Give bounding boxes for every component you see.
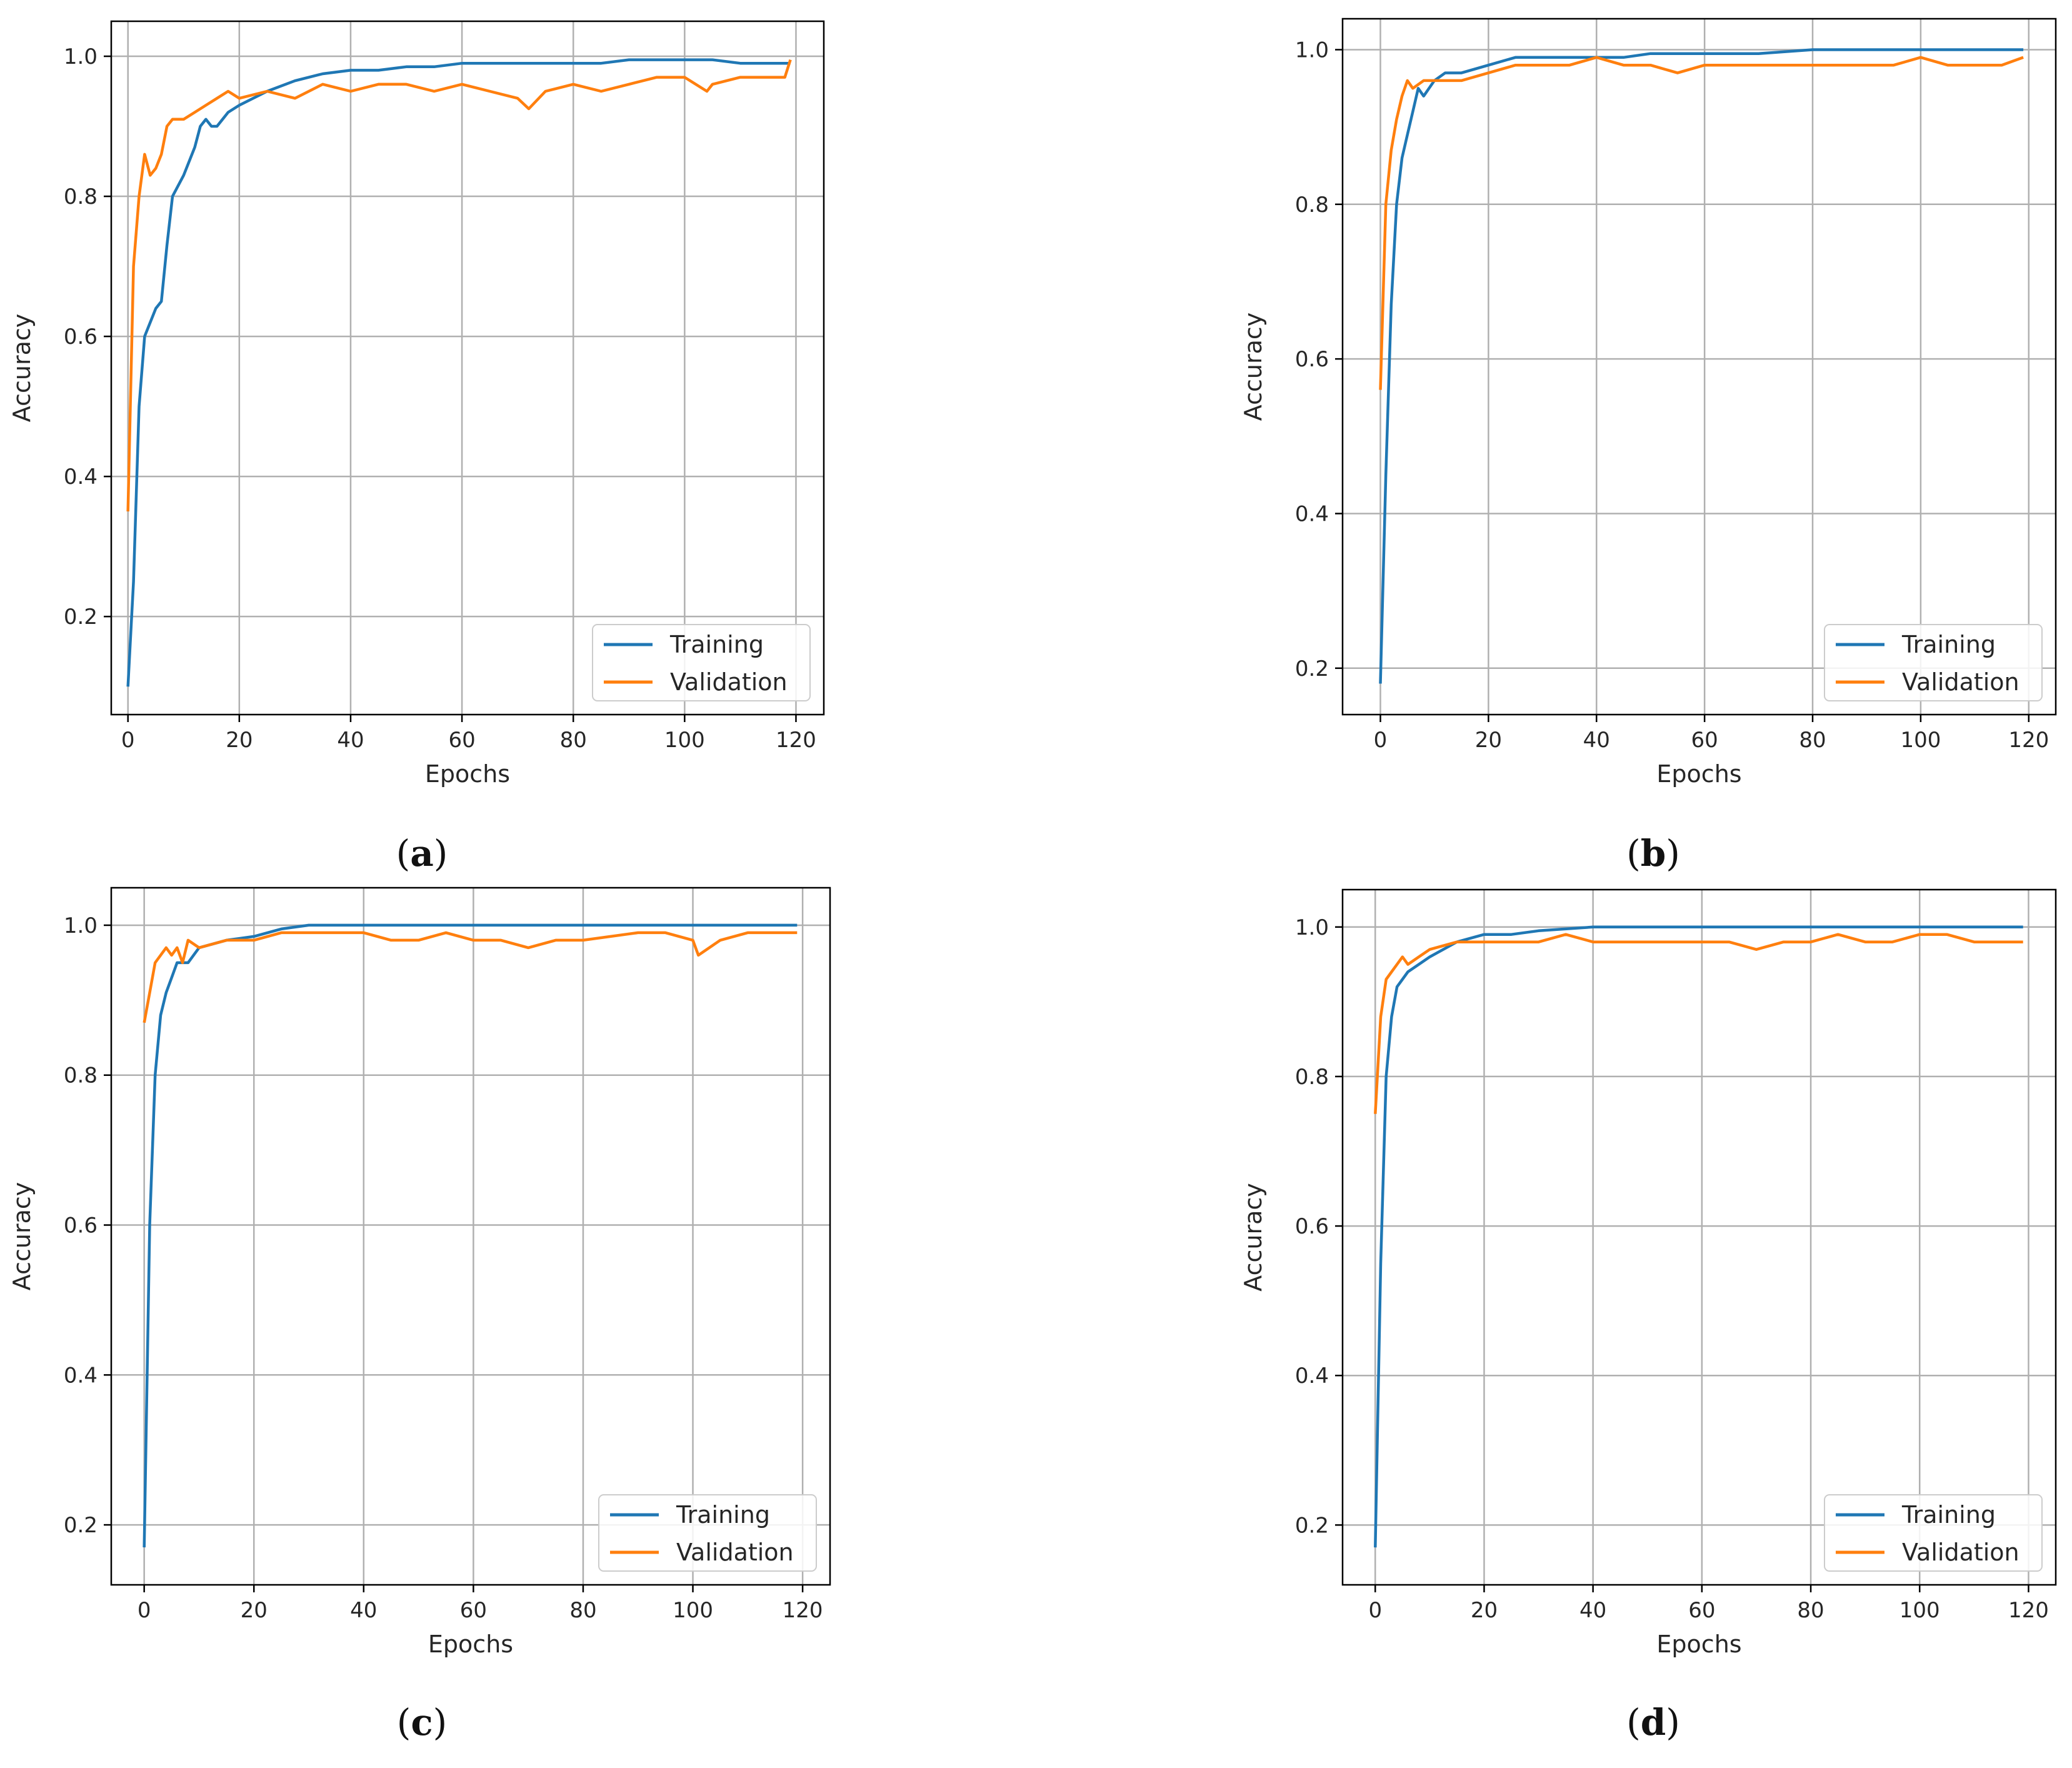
- legend-label-training: Training: [1901, 631, 1996, 658]
- x-tick-label: 0: [121, 728, 135, 753]
- x-axis-label: Epochs: [1656, 760, 1741, 788]
- plot-frame: [110, 20, 825, 716]
- panel-caption: (b): [1626, 832, 1680, 875]
- y-tick-label: 0.6: [64, 1213, 98, 1238]
- x-tick-label: 100: [673, 1598, 713, 1623]
- legend: Training Validation: [1824, 624, 2043, 701]
- legend-label-validation: Validation: [670, 668, 788, 696]
- legend-label-validation: Validation: [676, 1539, 794, 1566]
- y-tick-label: 0.6: [64, 324, 98, 349]
- y-tick-label: 0.4: [64, 465, 98, 490]
- y-tick-label: 1.0: [1295, 915, 1329, 940]
- series-line-validation: [126, 59, 792, 512]
- chart-panel-c: 0 20 40 60 80 100 120 0.2 0.4 0.6 0.8 1.0 Epochs Accu…: [8, 887, 831, 1744]
- x-tick-label: 60: [1691, 728, 1718, 753]
- x-tick-label: 0: [1368, 1598, 1382, 1623]
- y-tick-label: 1.0: [64, 913, 98, 938]
- x-tick-label: 20: [1475, 728, 1502, 753]
- panel-caption: (c): [397, 1701, 448, 1744]
- panel-caption: (d): [1626, 1701, 1680, 1744]
- y-tick-label: 0.4: [1295, 501, 1329, 526]
- y-axis-label: Accuracy: [8, 1182, 36, 1291]
- x-axis-label: Epochs: [428, 1630, 513, 1658]
- legend: Training Validation: [598, 1494, 817, 1572]
- series-line-validation: [1379, 56, 2024, 390]
- legend-label-training: Training: [669, 631, 764, 658]
- legend-label-validation: Validation: [1902, 668, 2019, 696]
- series-line-training: [143, 923, 798, 1548]
- y-axis-label: Accuracy: [1239, 313, 1267, 421]
- x-tick-label: 60: [448, 728, 475, 753]
- legend: Training Validation: [592, 624, 811, 701]
- y-tick-label: 0.8: [64, 1063, 98, 1088]
- chart-panel-a: 0 20 40 60 80 100 120 0.2 0.4 0.6 0.8 1.0 Epochs Accu…: [8, 20, 825, 875]
- series-line-validation: [1374, 933, 2023, 1114]
- chart-panel-d: 0 20 40 60 80 100 120 0.2 0.4 0.6 0.8 1.0 Epochs Accu…: [1239, 888, 2057, 1744]
- x-tick-label: 80: [1799, 728, 1826, 753]
- series-line-training: [1379, 48, 2024, 684]
- x-tick-label: 40: [1583, 728, 1610, 753]
- x-axis-label: Epochs: [1656, 1630, 1741, 1658]
- x-tick-label: 100: [1899, 1598, 1940, 1623]
- x-tick-label: 120: [776, 728, 816, 753]
- chart-panel-b: 0 20 40 60 80 100 120 0.2 0.4 0.6 0.8 1.0 Epochs Accu…: [1239, 18, 2057, 875]
- y-tick-label: 0.2: [64, 605, 98, 630]
- x-tick-label: 20: [1471, 1598, 1498, 1623]
- y-tick-label: 1.0: [1295, 38, 1329, 63]
- x-tick-label: 80: [569, 1598, 596, 1623]
- x-tick-label: 100: [1900, 728, 1941, 753]
- y-tick-label: 0.6: [1295, 1214, 1329, 1239]
- y-tick-label: 0.6: [1295, 347, 1329, 372]
- x-tick-label: 80: [560, 728, 587, 753]
- plot-frame: [1341, 888, 2057, 1586]
- y-axis-label: Accuracy: [8, 314, 36, 423]
- series-line-training: [1374, 925, 2023, 1548]
- x-tick-label: 120: [2008, 1598, 2049, 1623]
- legend-label-training: Training: [676, 1501, 770, 1529]
- x-tick-label: 0: [138, 1598, 151, 1623]
- y-tick-label: 0.8: [64, 184, 98, 209]
- x-tick-label: 0: [1374, 728, 1388, 753]
- x-tick-label: 40: [337, 728, 364, 753]
- x-tick-label: 20: [241, 1598, 268, 1623]
- x-tick-label: 60: [460, 1598, 487, 1623]
- legend-label-validation: Validation: [1902, 1539, 2019, 1566]
- y-tick-label: 0.2: [1295, 1513, 1329, 1538]
- x-tick-label: 20: [226, 728, 253, 753]
- series-line-validation: [143, 931, 798, 1023]
- y-tick-label: 0.8: [1295, 1065, 1329, 1090]
- x-axis-label: Epochs: [425, 760, 510, 788]
- y-tick-label: 1.0: [64, 44, 98, 69]
- y-tick-label: 0.4: [64, 1363, 98, 1388]
- plot-frame: [1341, 18, 2057, 716]
- legend: Training Validation: [1824, 1494, 2043, 1572]
- x-tick-label: 40: [1579, 1598, 1606, 1623]
- x-tick-label: 80: [1797, 1598, 1824, 1623]
- x-tick-label: 120: [783, 1598, 823, 1623]
- x-tick-label: 100: [664, 728, 705, 753]
- legend-label-training: Training: [1901, 1501, 1996, 1529]
- x-tick-label: 60: [1688, 1598, 1715, 1623]
- y-tick-label: 0.2: [64, 1513, 98, 1538]
- plot-frame: [110, 887, 831, 1586]
- y-axis-label: Accuracy: [1239, 1183, 1267, 1292]
- panel-caption: (a): [396, 832, 448, 875]
- series-line-training: [126, 58, 791, 687]
- y-tick-label: 0.8: [1295, 193, 1329, 218]
- x-tick-label: 120: [2008, 728, 2049, 753]
- y-tick-label: 0.4: [1295, 1364, 1329, 1389]
- y-tick-label: 0.2: [1295, 656, 1329, 681]
- x-tick-label: 40: [350, 1598, 377, 1623]
